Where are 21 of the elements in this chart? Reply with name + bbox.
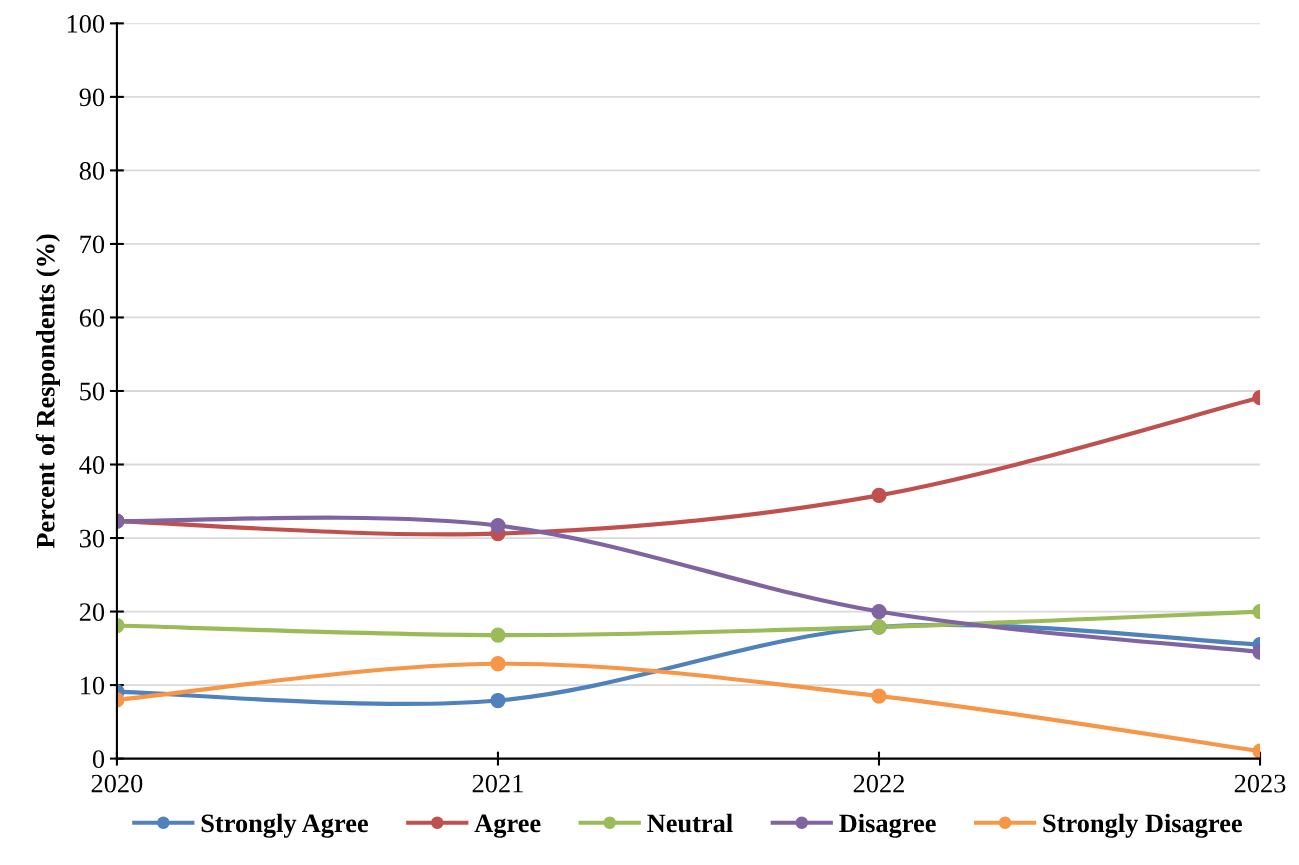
y-tick-label: 30: [79, 529, 105, 548]
y-tick-label: 100: [67, 14, 105, 33]
y-tick-label: 10: [81, 676, 105, 695]
y-tick-label: 80: [79, 162, 105, 180]
y-tick-label: 40: [79, 456, 105, 474]
x-tick-label: 2021: [472, 774, 523, 793]
y-tick-label: 20: [79, 603, 105, 621]
y-tick-label: 70: [80, 235, 105, 254]
x-tick-label: 2023: [1234, 774, 1286, 793]
legend-label: Agree: [474, 814, 541, 838]
y-axis-title: Percent of Respondents (%): [35, 234, 60, 549]
y-tick-label: 90: [79, 88, 105, 107]
legend-label: Neutral: [647, 813, 733, 833]
y-tick-label: 0: [92, 750, 105, 769]
y-tick-label: 60: [79, 309, 105, 327]
legend-label: Disagree: [839, 813, 936, 838]
y-tick-label: 50: [80, 382, 105, 401]
legend-label: Strongly Disagree: [1043, 813, 1242, 838]
x-tick-label: 2022: [853, 774, 904, 793]
legend-label: Strongly Agree: [201, 813, 368, 838]
x-tick-label: 2020: [91, 774, 143, 793]
